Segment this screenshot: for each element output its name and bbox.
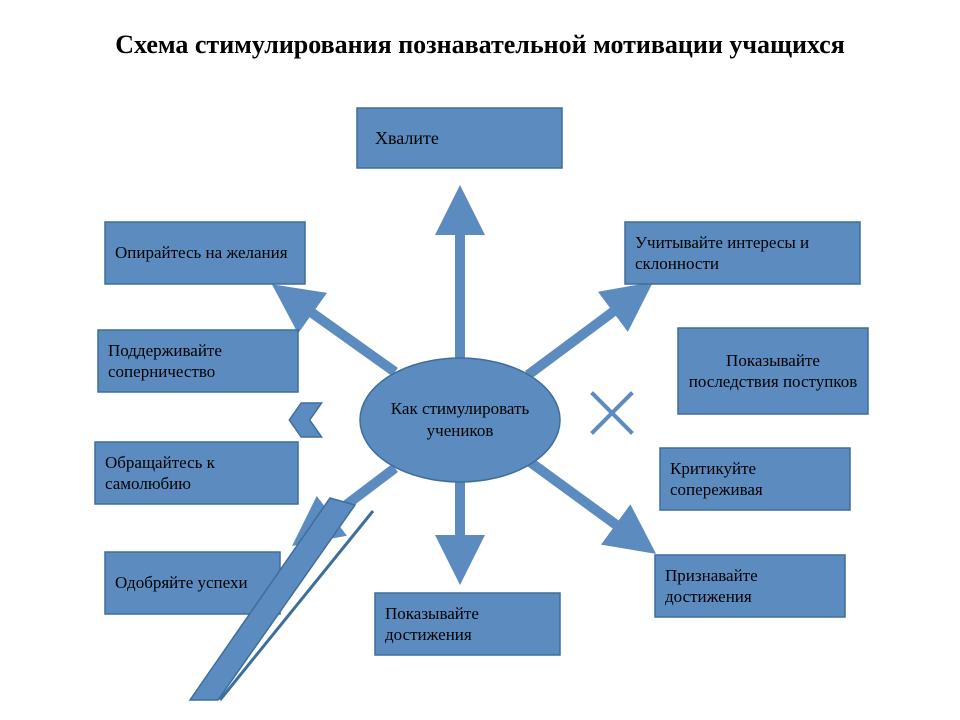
box-label-wishes: Опирайтесь на желания (105, 222, 305, 284)
box-label-conseq: Показывайте последствия поступков (678, 328, 868, 414)
box-label-approve: Одобряйте успехи (105, 552, 280, 614)
box-label-showach: Показывайте достижения (375, 593, 560, 655)
center-label: Как стимулировать учеников (372, 366, 548, 474)
arrow-5 (530, 462, 648, 548)
box-label-selflove: Обращайтесь к самолюбию (95, 442, 298, 504)
arrow-2 (528, 288, 645, 375)
box-label-praise: Хвалите (357, 108, 562, 168)
box-label-critic: Критикуйте сопереживая (660, 448, 850, 510)
box-label-interests: Учитывайте интересы и склонности (625, 222, 860, 284)
box-label-compete: Поддерживайте соперничество (98, 330, 298, 392)
side-marker-left (289, 403, 321, 437)
diagram-title: Схема стимулирования познавательной моти… (0, 30, 960, 60)
box-label-recognize: Признавайте достижения (655, 555, 845, 617)
